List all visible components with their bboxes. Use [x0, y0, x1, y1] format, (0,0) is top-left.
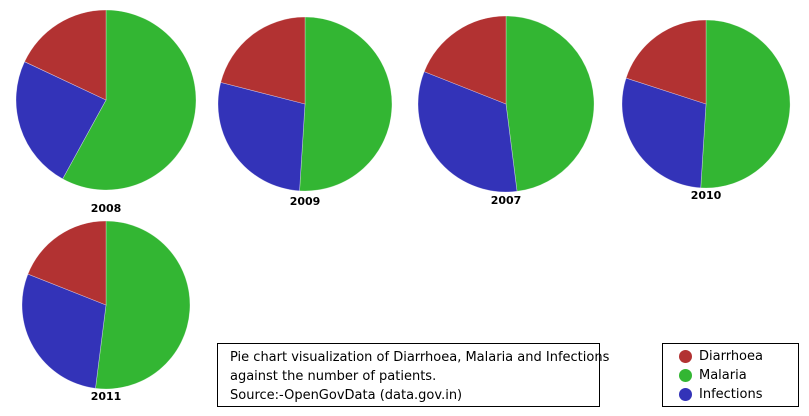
pie-2007-slice-malaria [505, 15, 595, 192]
pie-2011-slice-malaria [95, 220, 191, 390]
pie-2011-slice-diarrhoea [27, 220, 107, 306]
pie-2008-label: 2008 [91, 202, 122, 215]
pie-2009-slice-infections [217, 81, 306, 192]
pie-2008-slice-malaria [62, 9, 197, 191]
caption-line-2: against the number of patients. [230, 369, 437, 384]
pie-2009-slice-diarrhoea [220, 16, 306, 105]
caption-box: Pie chart visualization of Diarrhoea, Ma… [217, 343, 610, 407]
pie-2009: 2009 [217, 16, 393, 208]
legend-item-malaria: Malaria [679, 366, 798, 385]
pie-2010-slice-diarrhoea [625, 19, 707, 105]
legend-swatch-infections [679, 388, 692, 401]
pie-2008-slice-infections [15, 61, 107, 180]
legend-label-malaria: Malaria [699, 368, 747, 383]
caption-line-3: Source:-OpenGovData (data.gov.in) [230, 388, 463, 403]
pie-2007-slice-diarrhoea [423, 15, 507, 105]
legend-item-diarrhoea: Diarrhoea [679, 347, 798, 366]
caption-line-1: Pie chart visualization of Diarrhoea, Ma… [230, 350, 610, 365]
legend-swatch-malaria [679, 369, 692, 382]
pie-2009-label: 2009 [290, 195, 321, 208]
pie-2011-slice-infections [21, 273, 107, 389]
pie-2007: 2007 [417, 15, 595, 207]
pie-2010-slice-malaria [700, 19, 791, 189]
pie-2011-label: 2011 [91, 390, 122, 403]
pie-2010-slice-infections [621, 77, 707, 189]
pie-2009-slice-malaria [299, 16, 393, 192]
pie-2007-slice-infections [417, 71, 518, 193]
pie-2010-label: 2010 [691, 189, 722, 202]
pie-2008: 2008 [15, 9, 197, 215]
legend: Diarrhoea Malaria Infections [662, 343, 799, 407]
pie-2008-slice-diarrhoea [24, 9, 107, 101]
legend-swatch-diarrhoea [679, 350, 692, 363]
pie-2007-label: 2007 [491, 194, 522, 207]
pie-2011: 2011 [21, 220, 191, 403]
pie-2010: 2010 [621, 19, 791, 202]
legend-label-diarrhoea: Diarrhoea [699, 349, 763, 364]
legend-item-infections: Infections [679, 385, 798, 404]
legend-label-infections: Infections [699, 387, 763, 402]
